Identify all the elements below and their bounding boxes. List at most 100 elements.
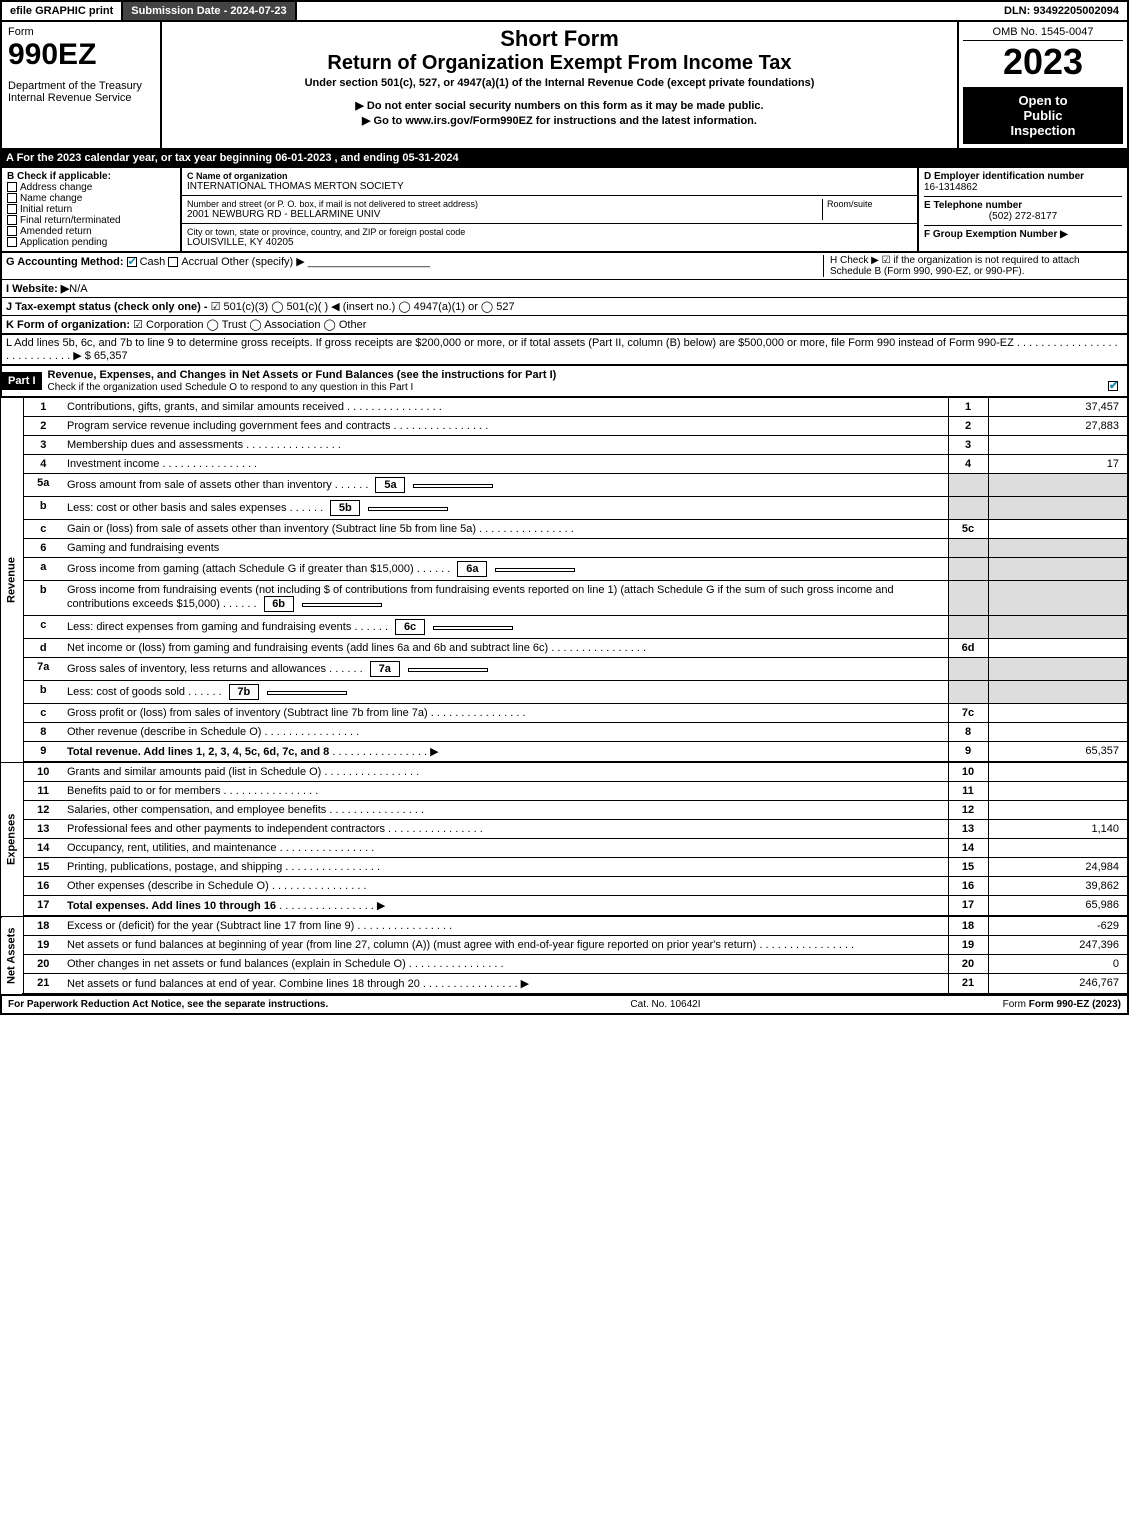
line-amount [988,782,1128,801]
line-desc: Grants and similar amounts paid (list in… [63,763,948,782]
line-amount: 0 [988,955,1128,974]
line-row: dNet income or (loss) from gaming and fu… [1,639,1128,658]
part1-tag: Part I [2,372,42,390]
line-desc: Gross income from fundraising events (no… [63,581,948,616]
line-number: 16 [23,877,63,896]
b-opt-address[interactable]: Address change [7,182,175,193]
expenses-table: Expenses10Grants and similar amounts pai… [0,763,1129,917]
row-l: L Add lines 5b, 6c, and 7b to line 9 to … [0,335,1129,366]
line-ref: 19 [948,936,988,955]
line-desc: Professional fees and other payments to … [63,820,948,839]
line-ref: 1 [948,398,988,417]
line-amount [988,581,1128,616]
line-ref [948,581,988,616]
scho-checkbox[interactable] [1108,381,1118,391]
line-row: 6Gaming and fundraising events [1,539,1128,558]
line-row: 8Other revenue (describe in Schedule O) … [1,723,1128,742]
tax-year: 2023 [963,41,1123,83]
line-amount [988,639,1128,658]
line-amount: 39,862 [988,877,1128,896]
b-opt-initial[interactable]: Initial return [7,204,175,215]
line-number: 2 [23,417,63,436]
g-accounting: G Accounting Method: Cash Accrual Other … [6,255,823,277]
side-label: Revenue [1,398,23,762]
efile-label[interactable]: efile GRAPHIC print [2,2,123,20]
line-number: c [23,616,63,639]
line-ref: 5c [948,520,988,539]
line-desc: Net assets or fund balances at beginning… [63,936,948,955]
line-ref: 16 [948,877,988,896]
line-row: 7aGross sales of inventory, less returns… [1,658,1128,681]
line-amount: 246,767 [988,974,1128,995]
line-amount [988,839,1128,858]
col-b: B Check if applicable: Address change Na… [2,168,182,251]
line-number: 8 [23,723,63,742]
submission-date: Submission Date - 2024-07-23 [123,2,296,20]
line-number: 15 [23,858,63,877]
line-number: 6 [23,539,63,558]
col-c: C Name of organization INTERNATIONAL THO… [182,168,917,251]
note-url: ▶ Go to www.irs.gov/Form990EZ for instru… [362,114,757,127]
line-ref: 3 [948,436,988,455]
side-label: Expenses [1,763,23,916]
line-desc: Gain or (loss) from sale of assets other… [63,520,948,539]
line-number: 13 [23,820,63,839]
line-amount: 37,457 [988,398,1128,417]
line-desc: Gross sales of inventory, less returns a… [63,658,948,681]
line-ref: 17 [948,896,988,917]
c-city-row: City or town, state or province, country… [182,224,917,251]
line-row: 5aGross amount from sale of assets other… [1,474,1128,497]
b-opt-name[interactable]: Name change [7,193,175,204]
line-number: b [23,581,63,616]
line-ref [948,497,988,520]
dln-label: DLN: 93492205002094 [996,2,1127,20]
line-row: 12Salaries, other compensation, and empl… [1,801,1128,820]
line-ref: 2 [948,417,988,436]
line-amount: 65,986 [988,896,1128,917]
dept-line1: Department of the Treasury [8,80,154,92]
line-number: c [23,520,63,539]
line-ref: 7c [948,704,988,723]
e-label: E Telephone number [924,196,1122,211]
line-number: 20 [23,955,63,974]
line-desc: Excess or (deficit) for the year (Subtra… [63,917,948,936]
line-amount [988,681,1128,704]
line-desc: Less: direct expenses from gaming and fu… [63,616,948,639]
line-desc: Other changes in net assets or fund bala… [63,955,948,974]
line-row: 19Net assets or fund balances at beginni… [1,936,1128,955]
org-street: 2001 NEWBURG RD - BELLARMINE UNIV [187,209,822,220]
line-ref: 21 [948,974,988,995]
b-opt-final[interactable]: Final return/terminated [7,215,175,226]
b-opt-pending[interactable]: Application pending [7,237,175,248]
b-opt-amended[interactable]: Amended return [7,226,175,237]
accrual-checkbox[interactable] [168,257,178,267]
line-desc: Other revenue (describe in Schedule O) .… [63,723,948,742]
line-desc: Occupancy, rent, utilities, and maintena… [63,839,948,858]
line-ref: 13 [948,820,988,839]
line-number: 9 [23,742,63,763]
cash-checkbox[interactable] [127,257,137,267]
line-row: 17Total expenses. Add lines 10 through 1… [1,896,1128,917]
b-label: B Check if applicable: [7,171,175,182]
line-row: Net Assets18Excess or (deficit) for the … [1,917,1128,936]
c-street-row: Number and street (or P. O. box, if mail… [182,196,917,224]
footer-mid: Cat. No. 10642I [328,999,1002,1010]
line-number: 17 [23,896,63,917]
line-desc: Gross amount from sale of assets other t… [63,474,948,497]
revenue-table: Revenue1Contributions, gifts, grants, an… [0,398,1129,763]
line-number: 21 [23,974,63,995]
line-ref [948,474,988,497]
open-to-public: Open to Public Inspection [963,87,1123,144]
line-row: 3Membership dues and assessments . . . .… [1,436,1128,455]
line-ref [948,658,988,681]
line-amount [988,436,1128,455]
line-amount [988,723,1128,742]
line-desc: Benefits paid to or for members . . . . … [63,782,948,801]
line-amount [988,801,1128,820]
line-row: 16Other expenses (describe in Schedule O… [1,877,1128,896]
f-label: F Group Exemption Number ▶ [924,225,1122,240]
line-ref [948,539,988,558]
footer-right: Form Form 990-EZ (2023) [1003,999,1121,1010]
line-ref: 11 [948,782,988,801]
line-ref [948,558,988,581]
